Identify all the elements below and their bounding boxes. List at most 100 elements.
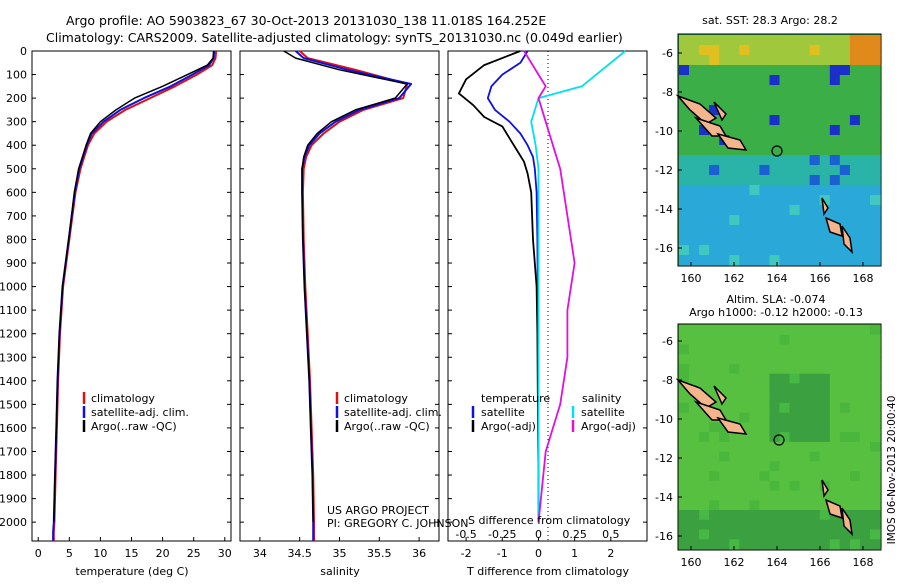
x-tick-label: 35 [333, 547, 347, 560]
map-cell [819, 185, 831, 196]
series-line-satellite-adj-clim- [295, 50, 413, 541]
map-cell [769, 519, 781, 531]
depth-tick-label: 1200 [0, 328, 27, 341]
map-cell [849, 115, 861, 126]
map-cell [739, 539, 750, 550]
map-cell [729, 75, 740, 86]
legend-temp-satellite: satellite [481, 406, 525, 419]
map-cell [799, 373, 811, 384]
map-cell [859, 539, 871, 550]
map-cell [819, 529, 831, 540]
map-cell [779, 105, 791, 116]
map-cell [799, 145, 811, 156]
map-cell [699, 510, 710, 521]
map-cell [689, 364, 700, 375]
map-cell [699, 75, 710, 86]
map-cell [749, 373, 761, 384]
map-cell [739, 471, 750, 482]
map-cell [829, 105, 841, 116]
map-cell [799, 432, 811, 443]
map-cell [699, 325, 710, 336]
map-cell [859, 95, 871, 106]
map-cell [849, 364, 861, 375]
map-cell [739, 325, 750, 336]
map-cell [769, 441, 781, 453]
map-cell [809, 432, 821, 443]
map-cell [709, 45, 720, 56]
map-cell [809, 245, 821, 256]
map-cell [849, 235, 861, 246]
map-cell [759, 115, 771, 126]
map-cell [719, 500, 730, 511]
map-cell [739, 480, 750, 492]
map-cell [849, 45, 861, 56]
map-cell [749, 510, 761, 521]
map-cell [769, 65, 781, 76]
map-cell [679, 529, 690, 540]
map-cell [769, 373, 781, 384]
map-cell [689, 125, 700, 136]
map-cell [859, 364, 871, 375]
map-cell [839, 334, 851, 345]
map-cell [829, 185, 841, 196]
map-cell [729, 451, 740, 462]
map-cell [689, 45, 700, 56]
map-cell [789, 441, 801, 453]
map-cell [719, 95, 730, 106]
argo-location-marker [771, 145, 783, 157]
map-cell [870, 225, 881, 236]
depth-tick-label: 600 [6, 186, 27, 199]
map-cell [809, 105, 821, 116]
map-cell [859, 325, 871, 336]
map-cell [789, 135, 801, 146]
map-cell [699, 245, 710, 256]
map-cell [769, 95, 781, 106]
map-cell [689, 55, 700, 66]
map-cell [870, 364, 881, 375]
map-cell [749, 461, 761, 472]
map-cell [759, 364, 771, 375]
map-cell [799, 344, 811, 355]
map-cell [799, 325, 811, 336]
map-cell [759, 175, 771, 186]
map-cell [819, 95, 831, 106]
x-tick-label-salinity: 0.25 [562, 528, 587, 541]
map-cell [679, 451, 690, 462]
map-cell [709, 432, 720, 443]
map-cell [809, 145, 821, 156]
map-cell [779, 441, 791, 453]
map-cell [849, 461, 861, 472]
map-cell [749, 344, 761, 355]
sla-map-axes: 160 162 164 166 168 -6 -8 -10 -12 -14 -16 [655, 335, 873, 569]
map-cell [819, 354, 831, 365]
map-cell [809, 412, 821, 423]
map-cell [849, 344, 861, 355]
map-cell [870, 354, 881, 365]
map-cell [829, 175, 841, 186]
map-cell [849, 255, 861, 266]
depth-tick-label: 700 [6, 210, 27, 223]
map-cell [829, 145, 841, 156]
map-cell [709, 195, 720, 206]
map-cell [769, 135, 781, 146]
lon-tick-label: 164 [767, 556, 788, 569]
map-cell [729, 393, 740, 404]
map-cell [789, 115, 801, 126]
map-cell [739, 205, 750, 216]
map-cell [729, 480, 740, 492]
map-cell [859, 35, 871, 46]
map-cell [769, 529, 781, 540]
map-cell [870, 344, 881, 355]
map-cell [829, 155, 841, 166]
map-cell [779, 35, 791, 46]
map-cell [789, 55, 801, 66]
map-cell [809, 519, 821, 531]
map-cell [739, 441, 750, 453]
map-cell [679, 85, 690, 96]
map-cell [779, 510, 791, 521]
map-cell [849, 225, 861, 236]
map-cell [809, 155, 821, 166]
map-cell [819, 344, 831, 355]
map-cell [870, 185, 881, 196]
map-cell [709, 55, 720, 66]
